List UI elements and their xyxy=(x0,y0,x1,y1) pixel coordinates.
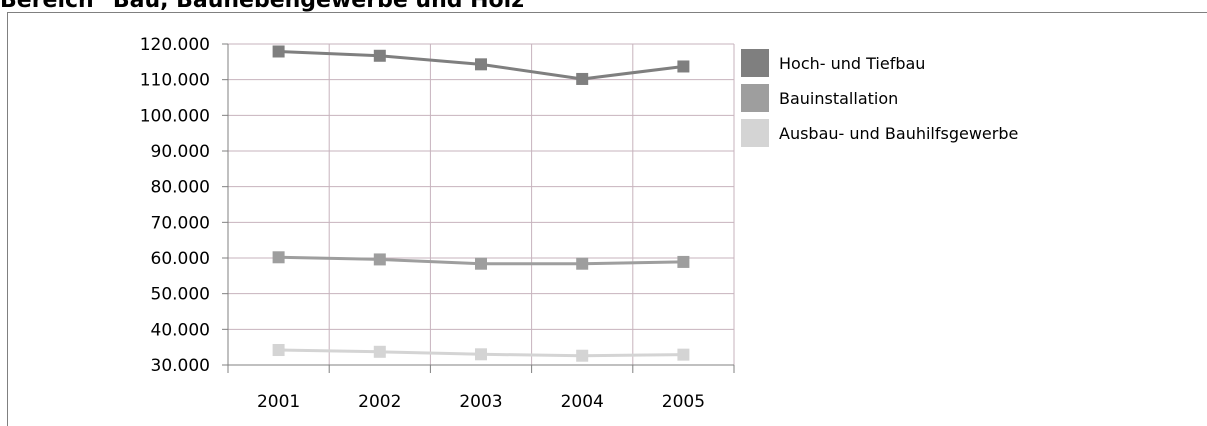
data-point xyxy=(272,45,285,58)
data-point xyxy=(373,345,386,358)
data-point xyxy=(576,349,589,362)
x-tick-label: 2005 xyxy=(662,392,705,412)
data-point xyxy=(475,58,487,71)
data-point xyxy=(272,251,285,264)
x-tick-label: 2002 xyxy=(358,392,401,412)
data-point xyxy=(475,348,487,361)
legend: Hoch- und Tiefbau Bauinstallation Ausbau- … xyxy=(741,49,1018,147)
y-tick-label: 80.000 xyxy=(151,178,210,198)
series-0 xyxy=(272,45,690,85)
data-point xyxy=(373,253,386,266)
data-point xyxy=(576,72,589,85)
y-tick-label: 120.000 xyxy=(140,35,210,55)
axes: 30.000 40.000 50.000 60.000 70.000 80.000 90.0… xyxy=(140,35,735,412)
data-point xyxy=(677,60,690,73)
x-tick-label: 2001 xyxy=(257,392,300,412)
grid-lines xyxy=(228,43,735,366)
y-tick-label: 40.000 xyxy=(151,320,210,340)
legend-swatch xyxy=(741,119,769,147)
legend-swatch xyxy=(741,84,769,112)
y-tick-label: 60.000 xyxy=(151,249,210,269)
page-title: Bereich "Bau, Baunebengewerbe und Holz" xyxy=(0,0,536,13)
data-point xyxy=(677,255,690,268)
data-point xyxy=(475,257,487,270)
y-tick-label: 50.000 xyxy=(151,285,210,305)
y-tick-label: 30.000 xyxy=(151,356,210,376)
legend-swatch xyxy=(741,49,769,77)
x-tick-label: 2003 xyxy=(459,392,502,412)
data-point xyxy=(272,344,285,357)
data-point xyxy=(677,348,690,361)
y-tick-label: 90.000 xyxy=(151,142,210,162)
series-2 xyxy=(272,344,690,362)
legend-label: Ausbau- und Bauhilfsgewerbe xyxy=(779,124,1018,143)
chart-frame xyxy=(7,12,1207,426)
y-tick-label: 100.000 xyxy=(140,106,210,126)
y-tick-label: 110.000 xyxy=(140,71,210,91)
legend-label: Bauinstallation xyxy=(779,89,898,108)
x-tick-label: 2004 xyxy=(561,392,604,412)
data-point xyxy=(373,49,386,62)
series-layer xyxy=(272,45,690,362)
data-point xyxy=(576,257,589,270)
legend-label: Hoch- und Tiefbau xyxy=(779,54,925,73)
y-tick-label: 70.000 xyxy=(151,213,210,233)
series-1 xyxy=(272,251,690,270)
